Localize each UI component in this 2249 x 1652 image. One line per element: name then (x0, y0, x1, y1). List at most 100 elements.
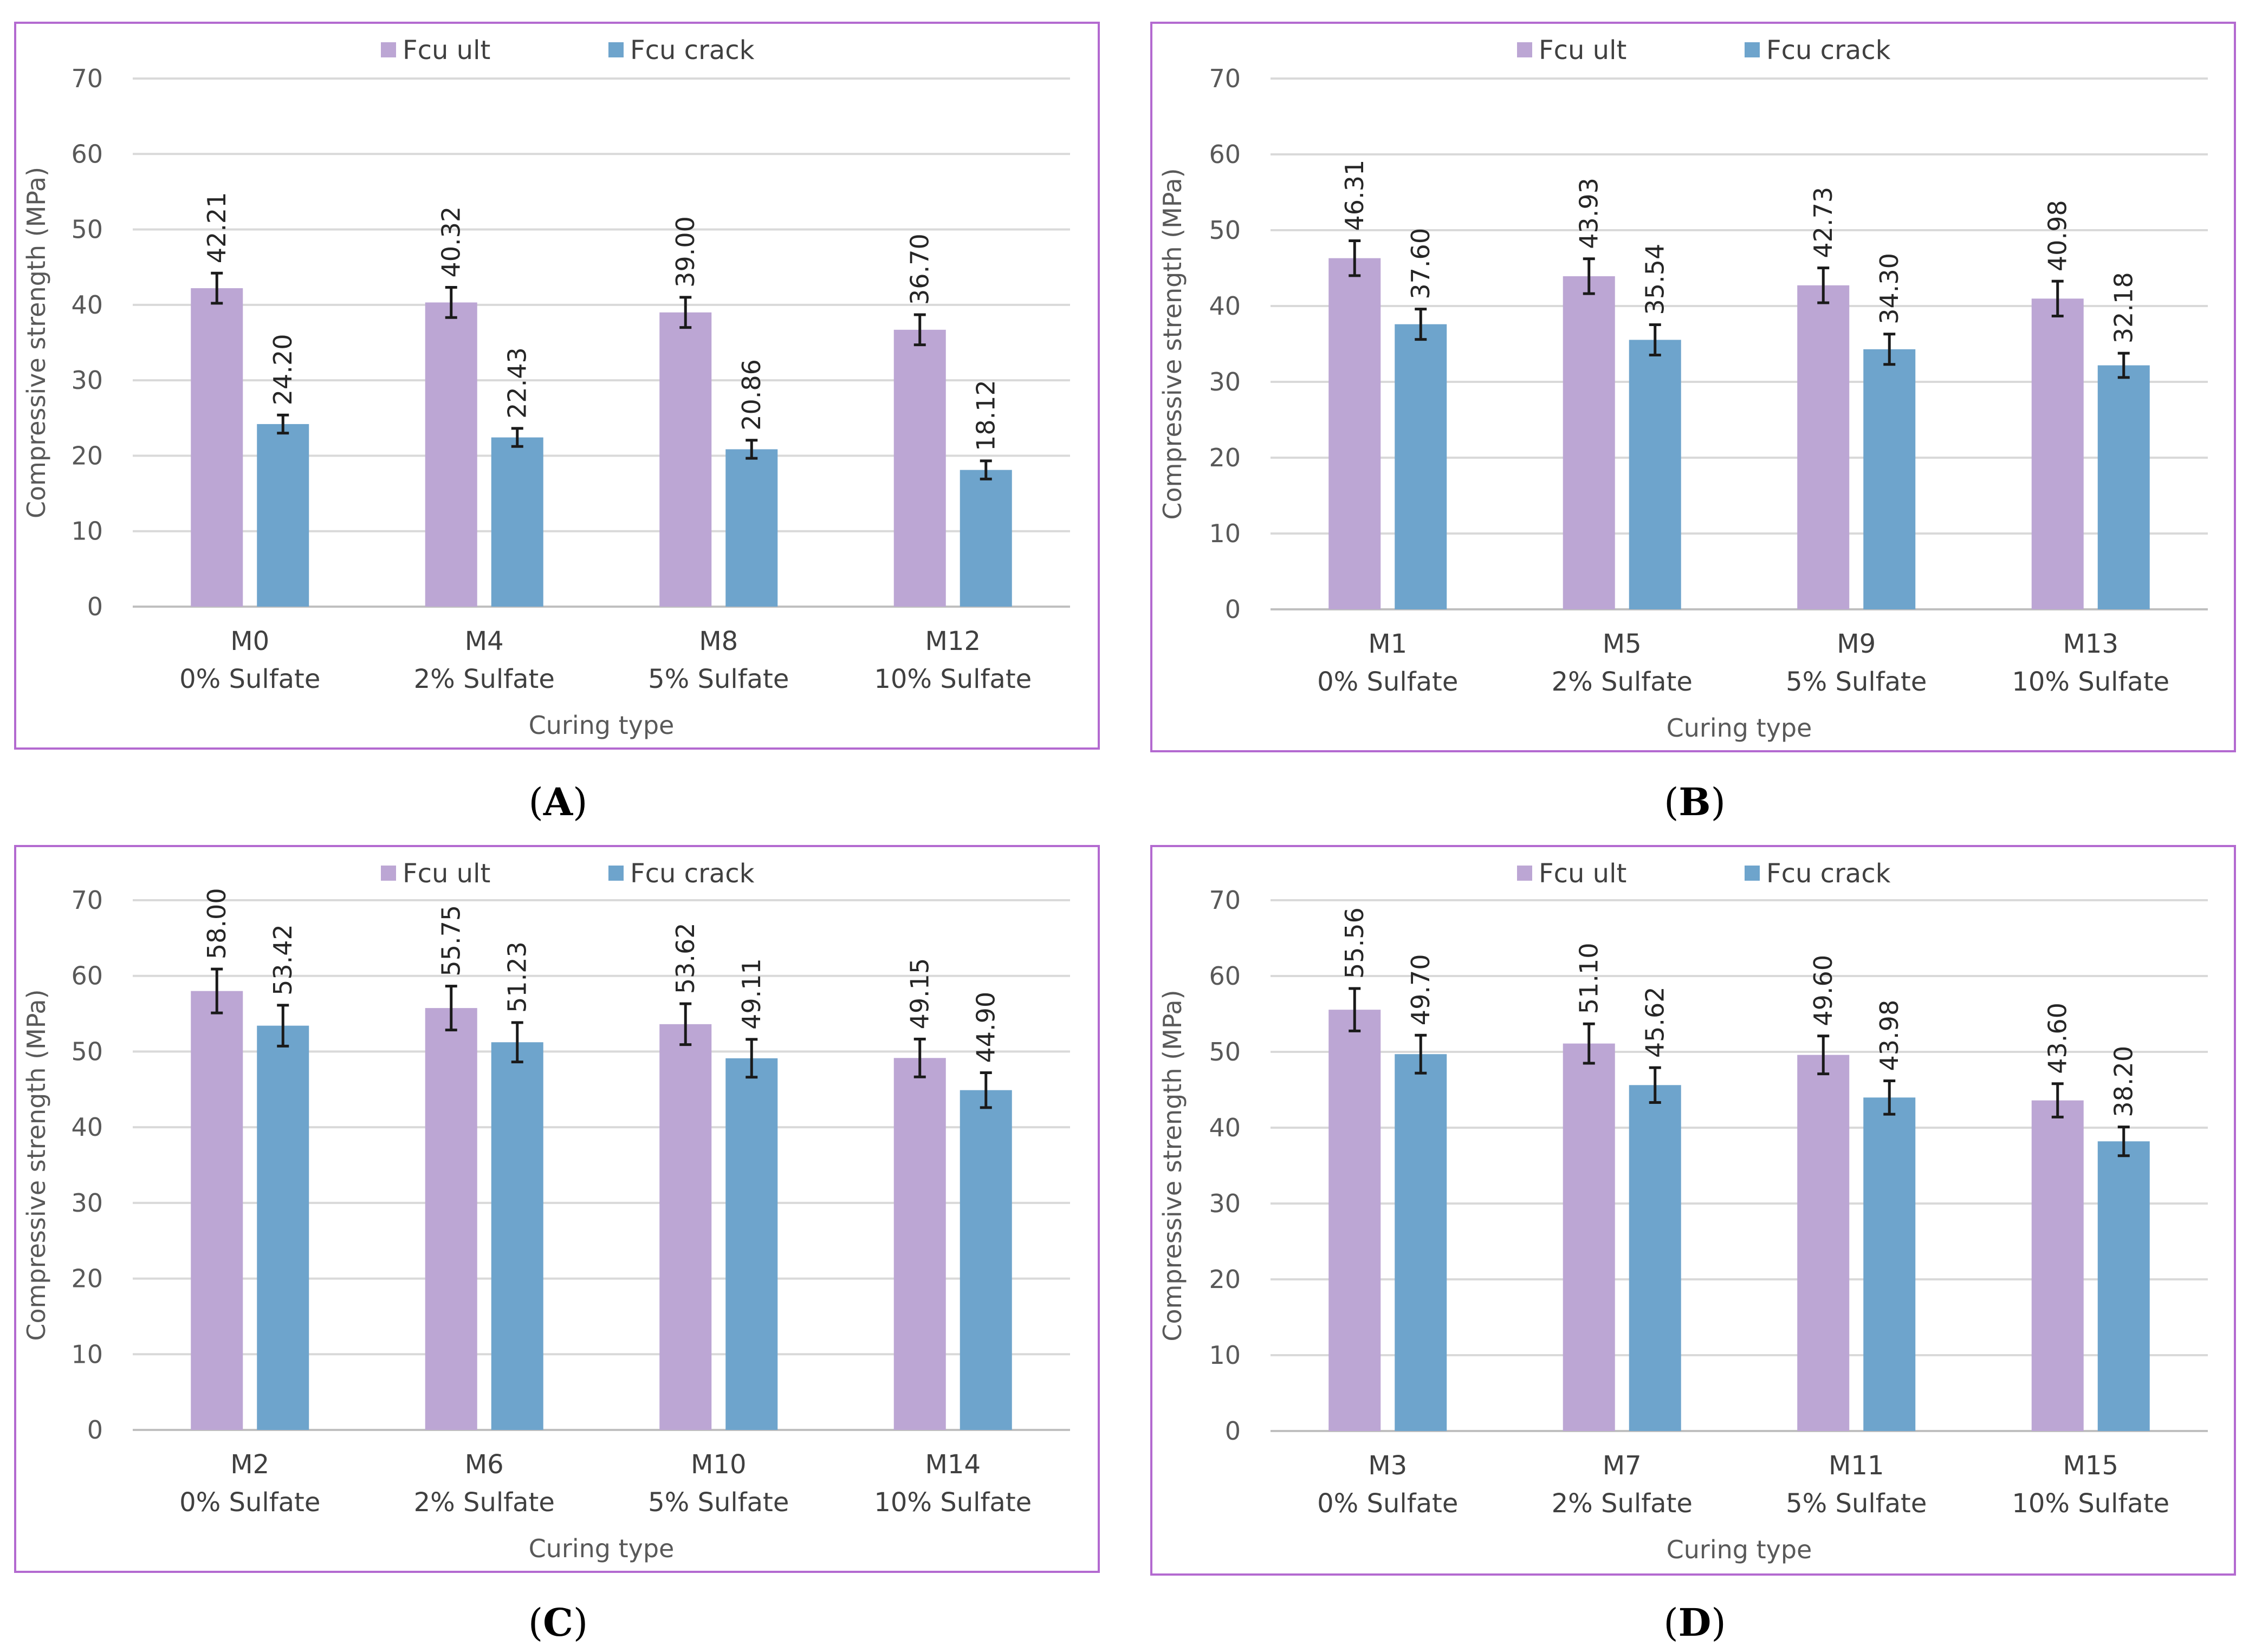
bar-ult-m12 (893, 329, 946, 607)
data-label: 55.75 (437, 905, 466, 977)
x-tick-label-mix: M13 (2063, 629, 2119, 659)
y-tick-label: 60 (1209, 961, 1241, 991)
x-tick-label-mix: M15 (2063, 1451, 2119, 1481)
bar-ult-m13 (2031, 298, 2084, 609)
legend-swatch-crack (608, 42, 624, 57)
y-axis-title: Compressive strength (MPa) (22, 167, 51, 518)
y-tick-label: 0 (87, 1415, 103, 1445)
y-tick-label: 10 (1209, 1341, 1241, 1370)
y-tick-label: 20 (1209, 443, 1241, 472)
caption-paren: ) (573, 780, 587, 824)
x-tick-label-sulfate: 2% Sulfate (414, 1487, 555, 1518)
y-tick-label: 60 (71, 139, 103, 168)
y-tick-label: 50 (1209, 216, 1241, 245)
bar-ult-m8 (659, 312, 712, 607)
bar-crack-m11 (1863, 1097, 1916, 1431)
bar-ult-m11 (1797, 1055, 1850, 1431)
data-label: 37.60 (1406, 228, 1435, 300)
data-label: 45.62 (1641, 986, 1670, 1058)
legend-swatch-crack (1745, 42, 1760, 57)
x-tick-label-mix: M3 (1368, 1451, 1407, 1481)
caption-letter: B (1678, 779, 1710, 824)
panels: 0 10 20 30 40 50 60 70 Compressive strength (MPa… (14, 22, 2236, 1645)
y-axis-title: Compressive strength (MPa) (22, 989, 51, 1341)
x-axis-title: Curing type (1667, 713, 1812, 743)
x-tick-label-mix: M4 (465, 626, 504, 656)
y-tick-label: 20 (71, 441, 103, 470)
data-label: 42.21 (202, 192, 231, 264)
bar-crack-m1 (1395, 324, 1447, 609)
bar-crack-m8 (725, 449, 778, 607)
data-label: 35.54 (1641, 244, 1670, 315)
data-label: 49.70 (1406, 954, 1435, 1025)
data-label: 44.90 (971, 992, 1001, 1063)
bar-crack-m14 (960, 1090, 1012, 1430)
data-label: 42.73 (1809, 187, 1838, 258)
y-tick-label: 0 (1225, 1416, 1241, 1446)
legend-swatch-ult (1517, 866, 1532, 881)
legend-label-crack: Fcu crack (630, 858, 755, 889)
panel-caption: (C) (528, 1600, 588, 1645)
data-label: 51.23 (503, 941, 532, 1013)
y-tick-label: 20 (71, 1264, 103, 1293)
bar-crack-m5 (1629, 340, 1681, 609)
x-tick-label-sulfate: 5% Sulfate (648, 664, 789, 694)
y-tick-label: 0 (87, 592, 103, 621)
x-tick-label-sulfate: 5% Sulfate (648, 1487, 789, 1518)
bar-ult-m5 (1563, 276, 1615, 610)
legend-label-crack: Fcu crack (1766, 35, 1891, 66)
data-label: 18.12 (971, 380, 1001, 451)
x-tick-label-sulfate: 2% Sulfate (414, 664, 555, 694)
data-label: 36.70 (905, 233, 935, 305)
caption-paren: ( (1664, 780, 1678, 824)
bar-crack-m6 (491, 1042, 543, 1430)
x-tick-label-mix: M6 (465, 1449, 504, 1480)
x-axis-title: Curing type (529, 711, 675, 740)
legend-swatch-ult (381, 42, 396, 57)
x-tick-label-sulfate: 0% Sulfate (1317, 1488, 1458, 1519)
data-label: 38.20 (2109, 1046, 2138, 1117)
data-label: 40.32 (437, 206, 466, 278)
x-tick-label-sulfate: 0% Sulfate (179, 1487, 320, 1518)
y-tick-label: 40 (71, 1113, 103, 1142)
data-label: 40.98 (2043, 200, 2072, 271)
bar-ult-m9 (1797, 285, 1850, 609)
legend-label-crack: Fcu crack (1766, 858, 1891, 889)
x-tick-label-mix: M2 (230, 1449, 269, 1480)
data-label: 34.30 (1875, 253, 1904, 324)
x-tick-label-sulfate: 10% Sulfate (2012, 667, 2169, 697)
data-label: 49.11 (737, 958, 766, 1030)
data-label: 43.60 (2043, 1003, 2072, 1074)
bar-ult-m6 (425, 1008, 477, 1430)
x-tick-label-sulfate: 0% Sulfate (179, 664, 320, 694)
data-label: 32.18 (2109, 272, 2138, 343)
panel-caption: (A) (529, 779, 588, 824)
x-tick-label-sulfate: 0% Sulfate (1317, 667, 1458, 697)
chart-panel-b: 0 10 20 30 40 50 60 70 Compressive strength (MPa… (1150, 22, 2236, 824)
bar-crack-m7 (1629, 1085, 1681, 1431)
bar-crack-m10 (725, 1058, 778, 1430)
bar-ult-m7 (1563, 1043, 1615, 1431)
x-tick-label-sulfate: 2% Sulfate (1552, 1488, 1693, 1519)
y-tick-label: 10 (71, 517, 103, 546)
legend-label-ult: Fcu ult (1539, 35, 1626, 66)
x-tick-label-sulfate: 5% Sulfate (1786, 1488, 1927, 1519)
data-label: 49.60 (1809, 955, 1838, 1026)
data-label: 49.15 (905, 958, 935, 1030)
bar-crack-m9 (1863, 349, 1916, 609)
y-tick-label: 50 (71, 1037, 103, 1066)
y-axis-title: Compressive strength (MPa) (1158, 168, 1187, 519)
x-tick-label-sulfate: 10% Sulfate (874, 1487, 1032, 1518)
y-tick-label: 20 (1209, 1265, 1241, 1294)
x-tick-label-mix: M7 (1603, 1451, 1642, 1481)
y-tick-label: 30 (1209, 367, 1241, 396)
y-tick-label: 70 (1209, 886, 1241, 915)
x-tick-label-mix: M11 (1829, 1451, 1884, 1481)
caption-paren: ) (1711, 1601, 1726, 1645)
legend-label-ult: Fcu ult (403, 35, 490, 66)
x-tick-label-mix: M12 (925, 626, 981, 656)
bar-ult-m4 (425, 302, 477, 607)
x-axis-title: Curing type (1667, 1535, 1812, 1564)
x-tick-label-sulfate: 10% Sulfate (874, 664, 1032, 694)
